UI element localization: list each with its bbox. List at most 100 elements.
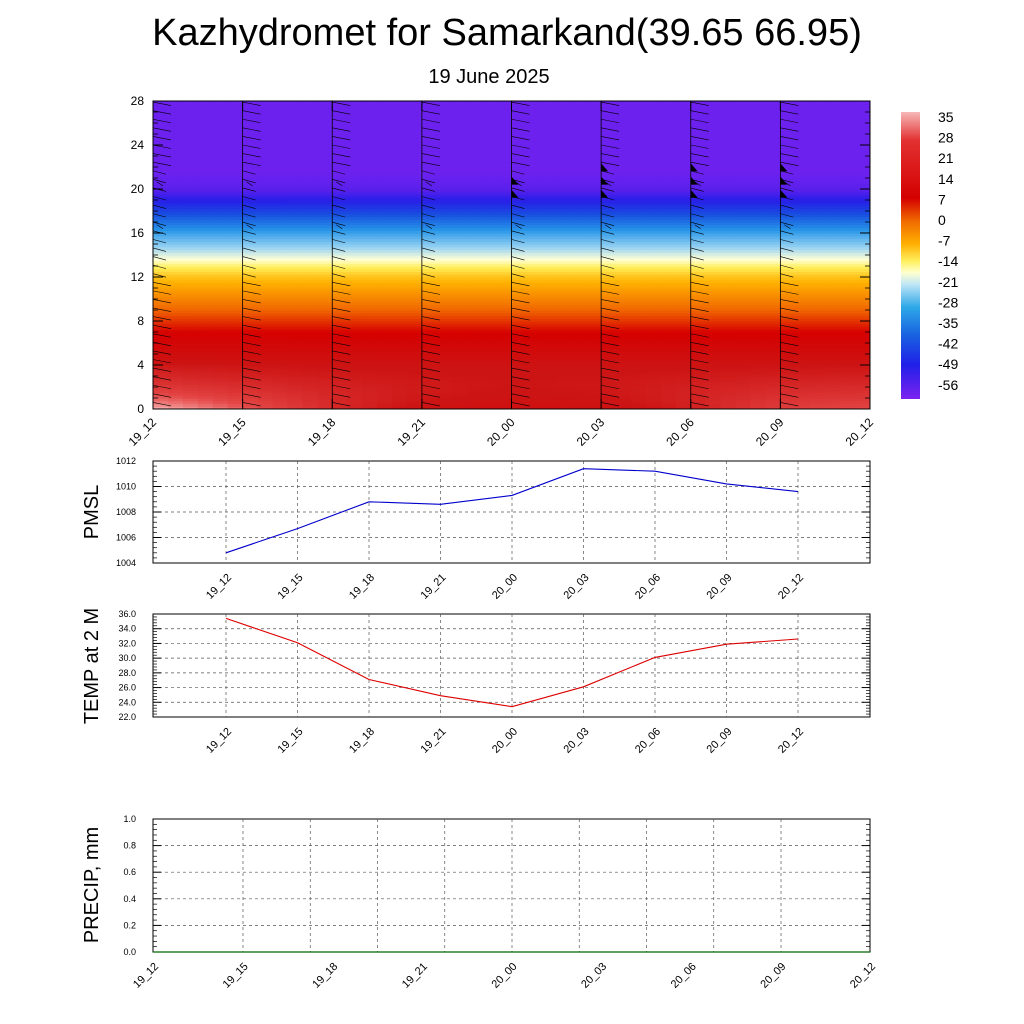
heatmap-cell <box>705 233 722 237</box>
heatmap-cell <box>705 224 722 229</box>
heatmap-cell <box>167 293 184 297</box>
heatmap-cell <box>765 400 781 405</box>
heatmap-cell <box>392 290 408 295</box>
heatmap-cell <box>302 128 318 132</box>
heatmap-cell <box>645 376 662 380</box>
heatmap-cell <box>182 274 199 278</box>
heatmap-cell <box>720 332 737 336</box>
heatmap-cell <box>601 282 617 286</box>
heatmap-cell <box>347 332 363 336</box>
heatmap-cell <box>153 172 169 176</box>
heatmap-cell <box>705 197 722 201</box>
heatmap-cell <box>153 315 169 319</box>
heatmap-cell <box>197 310 214 314</box>
heatmap-cell <box>436 156 453 160</box>
heatmap-cell <box>795 112 811 116</box>
heatmap-cell <box>616 134 632 138</box>
heatmap-cell <box>481 128 498 132</box>
heatmap-cell <box>212 321 229 325</box>
heatmap-cell <box>526 293 542 297</box>
heatmap-cell <box>735 340 752 344</box>
heatmap-cell <box>675 255 692 259</box>
heatmap-cell <box>481 125 498 130</box>
heatmap-cell <box>272 224 289 229</box>
heatmap-cell <box>227 205 244 209</box>
heatmap-cell <box>242 230 259 234</box>
heatmap-cell <box>182 103 199 108</box>
heatmap-cell <box>227 362 244 366</box>
heatmap-cell <box>496 340 513 344</box>
heatmap-cell <box>212 156 229 160</box>
heatmap-cell <box>332 208 348 212</box>
heatmap-cell <box>451 211 468 215</box>
heatmap-cell <box>765 351 781 355</box>
heatmap-cell <box>227 392 244 396</box>
heatmap-cell <box>317 142 333 146</box>
heatmap-cell <box>302 103 318 108</box>
heatmap-cell <box>167 332 184 336</box>
heatmap-cell <box>362 211 378 215</box>
heatmap-cell <box>302 268 318 273</box>
heatmap-cell <box>795 307 811 311</box>
heatmap-cell <box>257 183 274 187</box>
heatmap-cell <box>406 200 423 204</box>
heatmap-cell <box>496 389 513 394</box>
heatmap-cell <box>227 365 244 369</box>
heatmap-cell <box>541 120 557 124</box>
heatmap-cell <box>720 312 737 317</box>
heatmap-cell <box>586 340 602 344</box>
heatmap-cell <box>750 326 767 330</box>
heatmap-cell <box>675 296 692 300</box>
heatmap-cell <box>645 235 662 240</box>
heatmap-cell <box>317 392 333 396</box>
heatmap-cell <box>421 403 438 407</box>
heatmap-cell <box>780 246 796 251</box>
heatmap-cell <box>496 169 513 174</box>
heatmap-cell <box>675 147 692 152</box>
heatmap-cell <box>451 266 468 270</box>
heatmap-cell <box>302 183 318 187</box>
heatmap-cell <box>645 128 662 132</box>
heatmap-cell <box>197 172 214 176</box>
heatmap-cell <box>227 131 244 135</box>
heatmap-cell <box>317 172 333 176</box>
heatmap-cell <box>780 244 796 248</box>
heatmap-cell <box>436 208 453 212</box>
heatmap-cell <box>720 112 737 116</box>
heatmap-cell <box>616 301 632 306</box>
heatmap-cell <box>481 354 498 358</box>
heatmap-cell <box>347 219 363 223</box>
heatmap-cell <box>287 299 303 303</box>
heatmap-cell <box>167 288 184 292</box>
heatmap-cell <box>227 249 244 253</box>
heatmap-cell <box>720 268 737 273</box>
heatmap-cell <box>675 246 692 251</box>
heatmap-cell <box>511 304 528 308</box>
heatmap-cell <box>556 161 572 165</box>
heatmap-cell <box>377 332 393 336</box>
heatmap-cell <box>153 131 169 135</box>
heatmap-cell <box>735 117 752 121</box>
heatmap-cell <box>541 145 557 149</box>
heatmap-cell <box>466 145 483 149</box>
heatmap-cell <box>511 180 528 185</box>
heatmap-cell <box>795 356 811 361</box>
heatmap-cell <box>765 381 781 385</box>
heatmap-cell <box>660 310 677 314</box>
heatmap-cell <box>317 213 333 218</box>
heatmap-cell <box>153 189 169 193</box>
heatmap-cell <box>616 230 632 234</box>
heatmap-cell <box>182 384 199 388</box>
heatmap-cell <box>541 378 557 383</box>
heatmap-cell <box>720 384 737 388</box>
heatmap-cell <box>287 200 303 204</box>
heatmap-cell <box>660 354 677 358</box>
heatmap-cell <box>586 356 602 361</box>
heatmap-cell <box>406 290 423 295</box>
heatmap-cell <box>302 106 318 110</box>
heatmap-cell <box>690 224 707 229</box>
heatmap-cell <box>392 395 408 399</box>
heatmap-cell <box>451 255 468 259</box>
heatmap-cell <box>511 263 528 267</box>
heatmap-cell <box>347 233 363 237</box>
